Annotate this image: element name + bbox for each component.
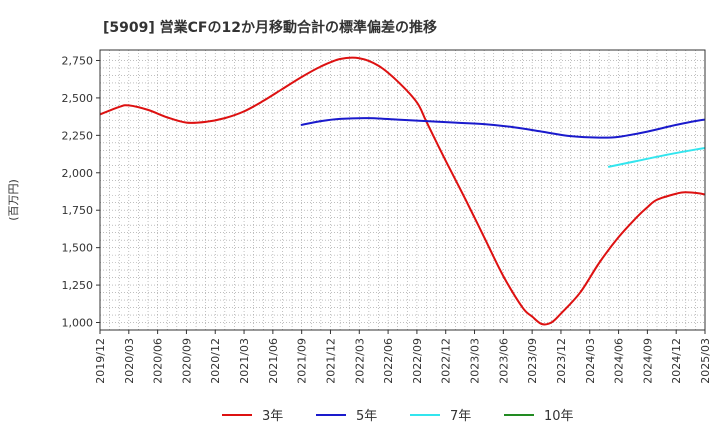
series-line-2 bbox=[607, 146, 705, 168]
series-line-0 bbox=[100, 56, 705, 326]
x-tick-label: 2022/03 bbox=[353, 338, 366, 384]
x-tick-label: 2022/06 bbox=[382, 338, 395, 384]
y-tick-label: 2,250 bbox=[62, 129, 94, 142]
x-tick-label: 2023/06 bbox=[497, 338, 510, 384]
y-axis: 1,000 1,250 1,500 1,750 2,000 2,250 2,500 2,750 bbox=[62, 54, 100, 330]
x-tick-label: 2024/06 bbox=[613, 338, 626, 384]
y-tick-label: 2,000 bbox=[62, 167, 94, 180]
x-tick-label: 2024/03 bbox=[584, 338, 597, 384]
x-tick-label: 2020/06 bbox=[152, 338, 165, 384]
chart-title: [5909] 営業CFの12か月移動合計の標準偏差の推移 bbox=[103, 19, 437, 36]
x-tick-label: 2020/09 bbox=[180, 338, 193, 384]
x-tick-label: 2023/03 bbox=[469, 338, 482, 384]
legend-label-0: 3年 bbox=[262, 409, 283, 424]
x-tick-label: 2023/12 bbox=[555, 338, 568, 384]
legend-label-3: 10年 bbox=[544, 409, 574, 424]
plot-area bbox=[100, 56, 705, 326]
y-tick-label: 2,750 bbox=[62, 54, 94, 67]
x-tick-label: 2021/03 bbox=[238, 338, 251, 384]
x-tick-label: 2019/12 bbox=[94, 338, 107, 384]
x-tick-label: 2020/12 bbox=[209, 338, 222, 384]
x-tick-label: 2021/06 bbox=[267, 338, 280, 384]
y-tick-label: 1,500 bbox=[62, 242, 94, 255]
legend: 3年 5年 7年 10年 bbox=[222, 409, 574, 424]
series-line-1 bbox=[300, 117, 705, 139]
x-tick-label: 2020/03 bbox=[123, 338, 136, 384]
plot-frame bbox=[99, 49, 706, 331]
x-tick-label: 2021/12 bbox=[324, 338, 337, 384]
y-tick-label: 1,750 bbox=[62, 204, 94, 217]
y-tick-label: 1,000 bbox=[62, 317, 94, 330]
x-tick-label: 2023/09 bbox=[526, 338, 539, 384]
x-tick-label: 2025/03 bbox=[699, 338, 712, 384]
x-tick-label: 2024/12 bbox=[670, 338, 683, 384]
legend-label-2: 7年 bbox=[450, 409, 471, 424]
x-tick-label: 2021/09 bbox=[296, 338, 309, 384]
legend-label-1: 5年 bbox=[356, 409, 377, 424]
x-tick-label: 2024/09 bbox=[641, 338, 654, 384]
grid bbox=[99, 50, 706, 330]
x-tick-label: 2022/12 bbox=[440, 338, 453, 384]
x-tick-label: 2022/09 bbox=[411, 338, 424, 384]
y-tick-label: 2,500 bbox=[62, 92, 94, 105]
x-axis: 2019/12 2020/03 2020/06 2020/09 2020/12 2021/… bbox=[94, 330, 712, 384]
y-axis-label: (百万円) bbox=[7, 179, 20, 221]
y-tick-label: 1,250 bbox=[62, 279, 94, 292]
